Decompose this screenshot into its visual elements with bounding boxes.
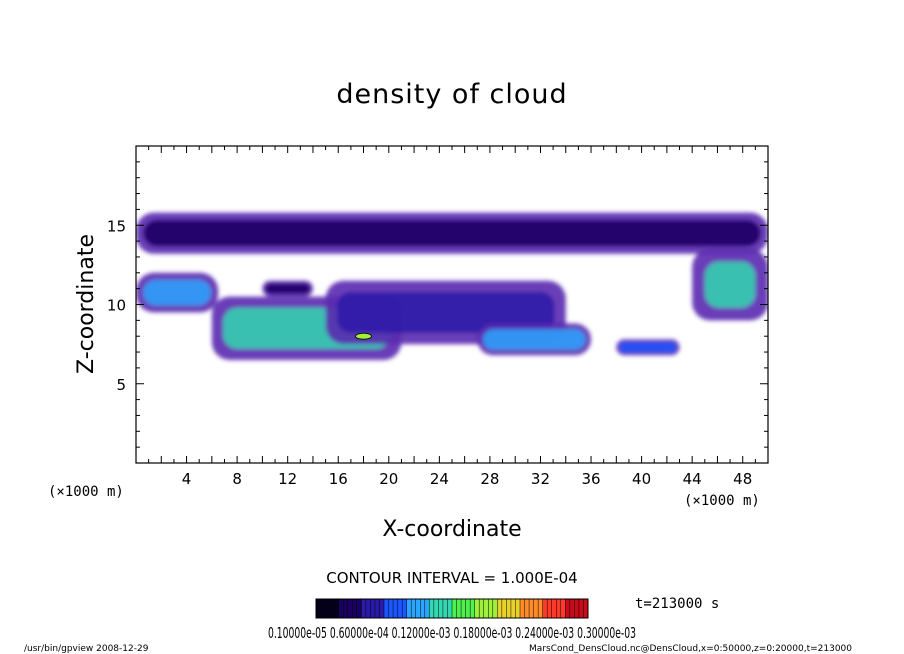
colorbar-swatch	[393, 599, 398, 618]
colorbar-swatch	[402, 599, 407, 618]
max-density-spot	[355, 332, 372, 340]
colorbar-swatch	[334, 599, 339, 618]
cloud-core-2	[265, 283, 311, 294]
colorbar-swatch	[524, 599, 530, 618]
y-axis-unit: (×1000 m)	[48, 484, 124, 500]
cloud-core-0	[143, 219, 761, 247]
x-tick-label: 8	[232, 470, 242, 488]
colorbar-swatch	[497, 599, 503, 618]
colorbar-swatch	[542, 599, 548, 618]
colorbar-swatch	[456, 599, 462, 618]
colorbar-swatch	[515, 599, 521, 618]
chart-title: density of cloud	[336, 79, 567, 110]
colorbar-swatch	[569, 599, 575, 618]
colorbar-swatch	[424, 599, 430, 618]
contour-interval: CONTOUR INTERVAL = 1.000E-04	[326, 569, 577, 587]
colorbar-swatch	[474, 599, 480, 618]
x-tick-label: 16	[329, 470, 348, 488]
colorbar	[315, 599, 589, 618]
colorbar-swatch	[384, 599, 389, 618]
colorbar-labels: 0.10000e-05 0.60000e-04 0.12000e-03 0.18…	[268, 624, 636, 642]
colorbar-swatch	[556, 599, 562, 618]
y-tick-label: 15	[107, 217, 126, 235]
colorbar-swatch	[488, 599, 494, 618]
footer-right: MarsCond_DensCloud.nc@DensCloud,x=0:5000…	[529, 644, 852, 654]
colorbar-swatch	[365, 599, 371, 618]
cloud-core-7	[704, 261, 756, 308]
colorbar-swatch	[520, 599, 525, 618]
colorbar-swatch	[356, 599, 362, 618]
colorbar-swatch	[461, 599, 466, 618]
colorbar-swatch	[420, 599, 426, 618]
colorbar-swatch	[338, 599, 344, 618]
colorbar-swatch	[551, 599, 557, 618]
colorbar-swatch	[415, 599, 421, 618]
colorbar-swatch	[501, 599, 507, 618]
colorbar-swatch	[533, 599, 539, 618]
colorbar-swatch	[574, 599, 580, 618]
colorbar-swatch	[325, 599, 330, 618]
colorbar-swatch	[343, 599, 349, 618]
x-tick-label: 12	[278, 470, 297, 488]
colorbar-swatch	[578, 599, 584, 618]
x-tick-label: 32	[531, 470, 550, 488]
colorbar-swatch	[411, 599, 417, 618]
colorbar-swatch	[433, 599, 439, 618]
x-tick-label: 24	[430, 470, 449, 488]
colorbar-swatch	[560, 599, 566, 618]
colorbar-swatch	[347, 599, 353, 618]
colorbar-swatch	[388, 599, 394, 618]
density-field	[136, 212, 768, 360]
footer-left: /usr/bin/gpview 2008-12-29	[24, 644, 149, 654]
cloud-core-1	[143, 279, 212, 306]
y-tick-label: 10	[107, 297, 126, 315]
colorbar-swatch	[352, 599, 358, 618]
colorbar-swatch	[529, 599, 534, 618]
colorbar-swatch	[506, 599, 512, 618]
colorbar-swatch	[429, 599, 435, 618]
x-tick-label: 36	[581, 470, 600, 488]
colorbar-swatch	[379, 599, 385, 618]
y-tick-label: 5	[116, 376, 126, 394]
colorbar-frame	[315, 598, 589, 619]
colorbar-swatch	[361, 599, 367, 618]
colorbar-swatch	[438, 599, 444, 618]
cloud-core-4	[337, 292, 555, 333]
colorbar-swatch	[510, 599, 516, 618]
colorbar-swatch	[447, 599, 453, 618]
colorbar-swatch	[492, 599, 498, 618]
colorbar-swatch	[538, 599, 543, 618]
x-tick-label: 4	[182, 470, 192, 488]
colorbar-swatch	[329, 599, 335, 618]
x-tick-label: 44	[683, 470, 702, 488]
colorbar-swatch	[316, 599, 321, 618]
colorbar-swatch	[547, 599, 553, 618]
colorbar-swatch	[442, 599, 448, 618]
colorbar-swatch	[483, 599, 489, 618]
y-axis-label: Z-coordinate	[74, 234, 99, 374]
colorbar-swatch	[470, 599, 475, 618]
x-axis-label: X-coordinate	[382, 517, 521, 542]
colorbar-swatch	[465, 599, 471, 618]
colorbar-swatch	[479, 599, 485, 618]
colorbar-swatch	[565, 599, 571, 618]
colorbar-swatch	[406, 599, 412, 618]
cloud-core-5	[482, 329, 586, 350]
colorbar-swatch	[583, 599, 589, 618]
time-label: t=213000 s	[635, 596, 719, 612]
colorbar-swatch	[397, 599, 403, 618]
cloud-core-6	[619, 342, 677, 353]
x-axis-unit: (×1000 m)	[684, 493, 760, 509]
x-tick-label: 48	[733, 470, 752, 488]
colorbar-swatch	[320, 599, 326, 618]
x-tick-label: 20	[379, 470, 398, 488]
colorbar-swatch	[452, 599, 457, 618]
x-tick-label: 28	[480, 470, 499, 488]
x-tick-label: 40	[632, 470, 651, 488]
colorbar-swatch	[374, 599, 380, 618]
colorbar-swatch	[370, 599, 376, 618]
